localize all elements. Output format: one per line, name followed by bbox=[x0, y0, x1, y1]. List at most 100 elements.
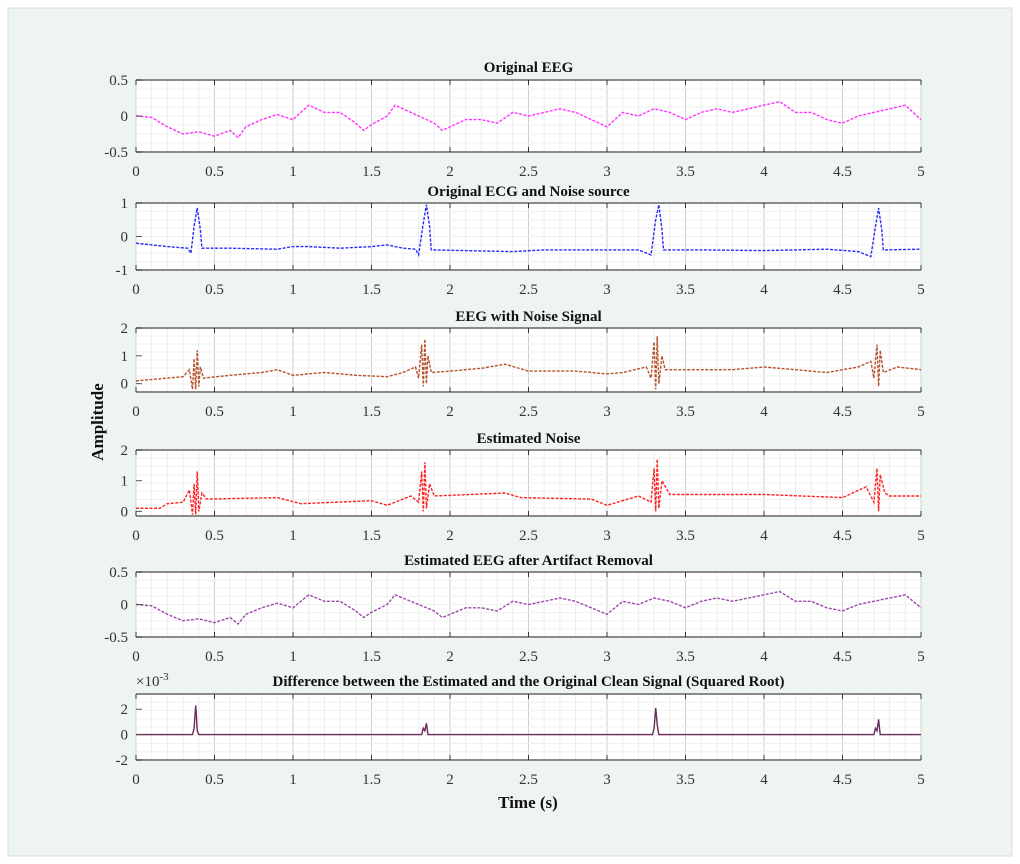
x-tick-label: 0 bbox=[132, 282, 140, 298]
x-tick-label: 3.5 bbox=[676, 528, 695, 544]
series-line bbox=[136, 705, 921, 736]
y-tick-label: 0 bbox=[121, 230, 129, 246]
y-tick-label: 1 bbox=[121, 349, 129, 365]
x-tick-label: 2 bbox=[446, 649, 454, 665]
x-tick-label: 4.5 bbox=[833, 164, 852, 180]
subplot-title: EEG with Noise Signal bbox=[455, 309, 601, 325]
y-tick-label: 2 bbox=[121, 443, 129, 459]
x-tick-label: 0.5 bbox=[205, 404, 224, 420]
y-tick-label: 0 bbox=[121, 728, 129, 744]
x-tick-label: 3 bbox=[603, 282, 611, 298]
x-tick-label: 3 bbox=[603, 528, 611, 544]
y-tick-label: -0.5 bbox=[104, 630, 128, 646]
x-tick-label: 2.5 bbox=[519, 282, 538, 298]
x-tick-label: 1 bbox=[289, 528, 297, 544]
subplot-title: Original EEG bbox=[484, 60, 574, 76]
x-tick-label: 3 bbox=[603, 164, 611, 180]
x-tick-label: 2.5 bbox=[519, 649, 538, 665]
x-tick-label: 1 bbox=[289, 772, 297, 788]
x-tick-label: 0.5 bbox=[205, 282, 224, 298]
exponent-base: ×10 bbox=[136, 674, 159, 690]
x-tick-label: 5 bbox=[917, 528, 925, 544]
exponent-value: -3 bbox=[159, 671, 169, 683]
x-tick-label: 2.5 bbox=[519, 528, 538, 544]
y-tick-label: -2 bbox=[116, 753, 129, 769]
x-tick-label: 1 bbox=[289, 649, 297, 665]
x-tick-label: 1.5 bbox=[362, 282, 381, 298]
x-tick-label: 4.5 bbox=[833, 772, 852, 788]
x-tick-label: 0 bbox=[132, 649, 140, 665]
x-tick-label: 4 bbox=[760, 404, 768, 420]
x-tick-label: 2.5 bbox=[519, 404, 538, 420]
subplot-title: Estimated EEG after Artifact Removal bbox=[404, 553, 653, 569]
x-tick-label: 2 bbox=[446, 528, 454, 544]
y-tick-label: 2 bbox=[121, 702, 129, 718]
x-tick-label: 4 bbox=[760, 282, 768, 298]
x-tick-label: 1 bbox=[289, 404, 297, 420]
x-tick-label: 0.5 bbox=[205, 528, 224, 544]
x-tick-label: 4 bbox=[760, 528, 768, 544]
x-tick-label: 2 bbox=[446, 404, 454, 420]
x-tick-label: 4 bbox=[760, 164, 768, 180]
subplot-4: 0 0.5 1 1.5 2 2.5 3 3.5 4 4.5 5 0 1 2 Estimated Noise bbox=[121, 431, 925, 544]
x-tick-label: 4 bbox=[760, 772, 768, 788]
x-tick-label: 3 bbox=[603, 404, 611, 420]
x-tick-label: 1.5 bbox=[362, 772, 381, 788]
y-tick-label: 0 bbox=[121, 598, 129, 614]
x-tick-label: 0.5 bbox=[205, 649, 224, 665]
subplot-title: Difference between the Estimated and the… bbox=[273, 674, 785, 690]
x-tick-label: 0 bbox=[132, 528, 140, 544]
y-exponent-label: ×10-3 bbox=[136, 671, 169, 690]
x-tick-label: 0 bbox=[132, 164, 140, 180]
x-tick-label: 5 bbox=[917, 282, 925, 298]
y-tick-label: -1 bbox=[116, 263, 129, 279]
series-line bbox=[136, 459, 921, 515]
x-tick-label: 0.5 bbox=[205, 772, 224, 788]
x-tick-label: 4 bbox=[760, 649, 768, 665]
x-tick-label: 2.5 bbox=[519, 164, 538, 180]
x-tick-label: 1 bbox=[289, 164, 297, 180]
x-tick-label: 1.5 bbox=[362, 404, 381, 420]
x-tick-label: 1.5 bbox=[362, 649, 381, 665]
x-tick-label: 3.5 bbox=[676, 404, 695, 420]
x-tick-label: 4.5 bbox=[833, 282, 852, 298]
y-axis-label: Amplitude bbox=[88, 383, 107, 461]
x-tick-label: 1.5 bbox=[362, 164, 381, 180]
x-tick-label: 4.5 bbox=[833, 649, 852, 665]
subplot-title: Original ECG and Noise source bbox=[427, 184, 630, 200]
x-tick-label: 4.5 bbox=[833, 528, 852, 544]
y-tick-label: 2 bbox=[121, 321, 129, 337]
y-tick-label: 0 bbox=[121, 377, 129, 393]
x-tick-label: 0 bbox=[132, 772, 140, 788]
x-tick-label: 0 bbox=[132, 404, 140, 420]
y-tick-label: 0.5 bbox=[109, 565, 128, 581]
subplot-3: 0 0.5 1 1.5 2 2.5 3 3.5 4 4.5 5 0 1 2 EEG with Noise S… bbox=[121, 309, 925, 420]
x-tick-label: 1 bbox=[289, 282, 297, 298]
x-tick-label: 3.5 bbox=[676, 282, 695, 298]
series-line bbox=[135, 590, 922, 625]
y-tick-label: 0.5 bbox=[109, 73, 128, 89]
x-tick-label: 3.5 bbox=[676, 649, 695, 665]
series-line bbox=[135, 204, 922, 258]
x-tick-label: 0.5 bbox=[205, 164, 224, 180]
x-tick-label: 3.5 bbox=[676, 164, 695, 180]
x-tick-label: 5 bbox=[917, 772, 925, 788]
x-tick-label: 5 bbox=[917, 404, 925, 420]
series-line bbox=[135, 100, 922, 139]
x-tick-label: 2.5 bbox=[519, 772, 538, 788]
subplot-title: Estimated Noise bbox=[477, 431, 581, 447]
y-tick-label: 0 bbox=[121, 109, 129, 125]
y-tick-label: 1 bbox=[121, 474, 129, 490]
x-tick-label: 5 bbox=[917, 164, 925, 180]
x-tick-label: 2 bbox=[446, 282, 454, 298]
x-tick-label: 4.5 bbox=[833, 404, 852, 420]
y-tick-label: 0 bbox=[121, 504, 129, 520]
x-tick-label: 3 bbox=[603, 772, 611, 788]
x-tick-label: 3.5 bbox=[676, 772, 695, 788]
x-tick-label: 3 bbox=[603, 649, 611, 665]
